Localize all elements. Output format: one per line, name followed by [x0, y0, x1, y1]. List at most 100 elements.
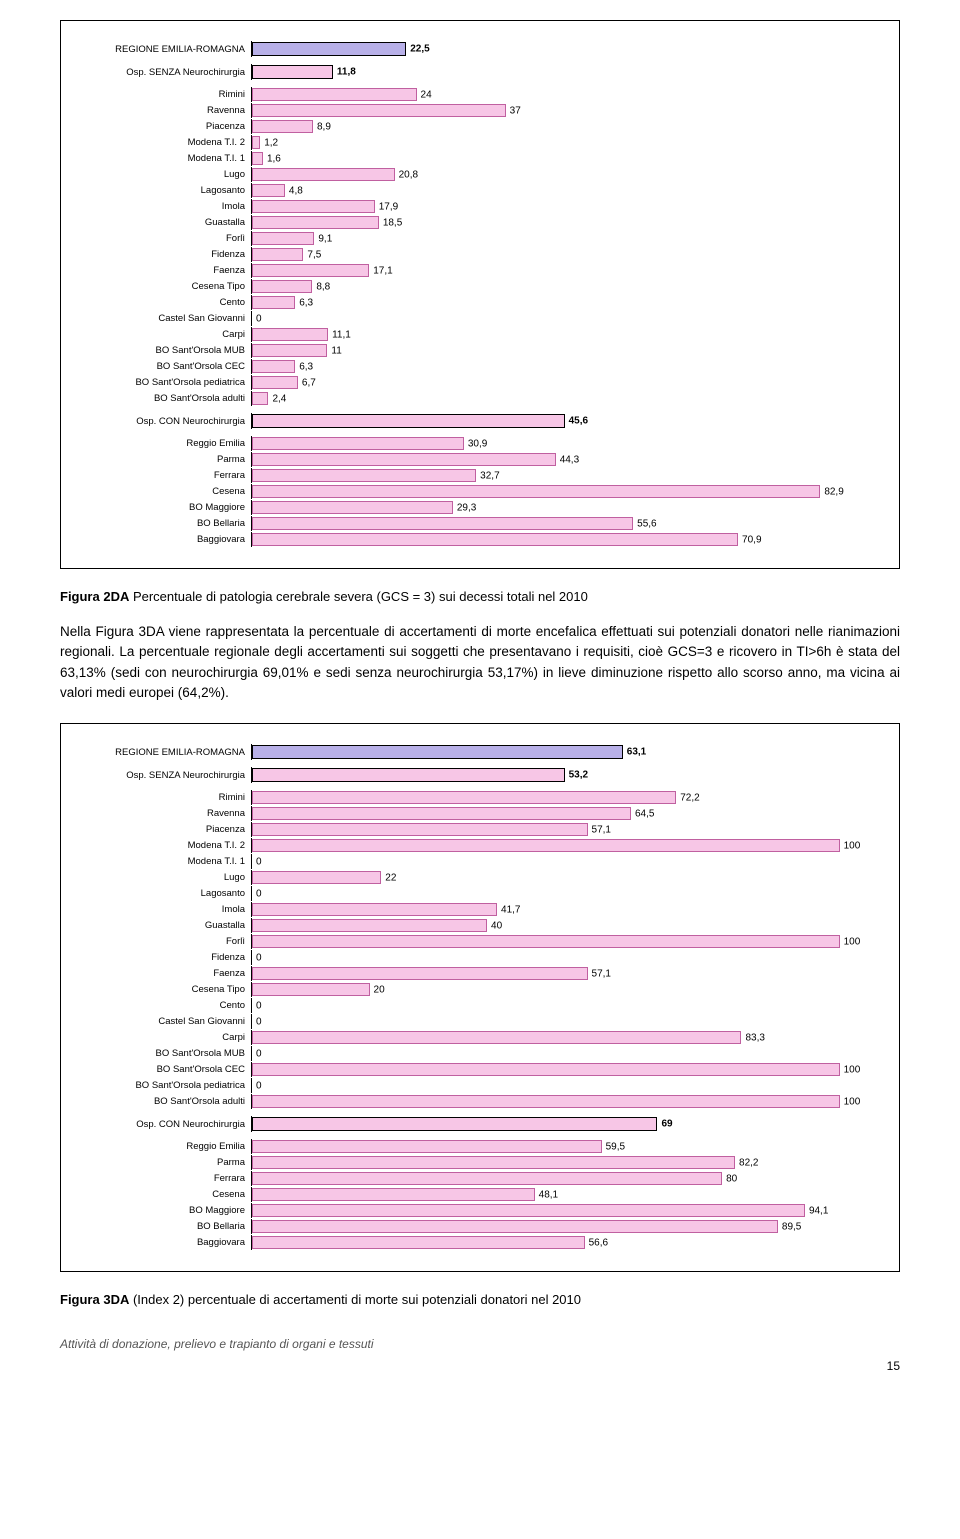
- chart-row: BO Sant'Orsola CEC6,3: [81, 359, 869, 374]
- chart-bar-track: 18,5: [251, 215, 869, 230]
- chart-row: Forlì9,1: [81, 231, 869, 246]
- chart-bar-track: 0: [251, 1046, 869, 1061]
- chart-bar-track: 72,2: [251, 790, 869, 805]
- chart-bar-track: 22: [251, 870, 869, 885]
- chart-row: Rimini72,2: [81, 790, 869, 805]
- chart-row-label: Parma: [81, 1157, 251, 1168]
- chart-row-label: Guastalla: [81, 217, 251, 228]
- chart-bar-track: 37: [251, 103, 869, 118]
- chart-row-label: Reggio Emilia: [81, 1141, 251, 1152]
- chart-value-label: 55,6: [633, 518, 656, 529]
- chart-value-label: 4,8: [285, 185, 303, 196]
- chart-row-label: Castel San Giovanni: [81, 1016, 251, 1027]
- chart-row-label: Lagosanto: [81, 185, 251, 196]
- chart-row-label: Lugo: [81, 872, 251, 883]
- chart-bar-track: 53,2: [251, 767, 869, 783]
- chart-bar: [252, 1117, 657, 1131]
- chart-row: Osp. CON Neurochirurgia69: [81, 1116, 869, 1132]
- chart-bar-track: 0: [251, 1014, 869, 1029]
- chart-bar-track: 83,3: [251, 1030, 869, 1045]
- chart-row-label: REGIONE EMILIA-ROMAGNA: [81, 44, 251, 55]
- chart-row-label: Carpi: [81, 1032, 251, 1043]
- chart-row-label: Cesena Tipo: [81, 984, 251, 995]
- chart-row: Castel San Giovanni0: [81, 311, 869, 326]
- chart-value-label: 1,6: [263, 153, 281, 164]
- chart-bar: [252, 1172, 722, 1185]
- chart-bar: [252, 1204, 805, 1217]
- chart-bar: [252, 248, 303, 261]
- chart-value-label: 0: [252, 1016, 262, 1027]
- chart-row-label: Lugo: [81, 169, 251, 180]
- chart-value-label: 83,3: [741, 1032, 764, 1043]
- chart-bar: [252, 65, 333, 79]
- chart-bar: [252, 839, 840, 852]
- chart-bar: [252, 453, 556, 466]
- chart-row: Parma44,3: [81, 452, 869, 467]
- chart-row: Rimini24: [81, 87, 869, 102]
- chart-row-label: Ferrara: [81, 1173, 251, 1184]
- chart-bar: [252, 1188, 535, 1201]
- chart-row: Modena T.I. 21,2: [81, 135, 869, 150]
- chart-value-label: 56,6: [585, 1237, 608, 1248]
- chart-bar: [252, 533, 738, 546]
- chart-row: Castel San Giovanni0: [81, 1014, 869, 1029]
- chart-value-label: 7,5: [303, 249, 321, 260]
- chart-bar-track: 0: [251, 1078, 869, 1093]
- chart-row: BO Maggiore29,3: [81, 500, 869, 515]
- chart-bar: [252, 983, 370, 996]
- chart-bar-track: 6,3: [251, 359, 869, 374]
- chart-row-label: Osp. CON Neurochirurgia: [81, 416, 251, 427]
- chart-row: Modena T.I. 10: [81, 854, 869, 869]
- chart-value-label: 0: [252, 313, 262, 324]
- chart-row-label: Ravenna: [81, 105, 251, 116]
- chart-row-label: Osp. CON Neurochirurgia: [81, 1119, 251, 1130]
- chart-value-label: 18,5: [379, 217, 402, 228]
- chart-bar-track: 1,2: [251, 135, 869, 150]
- chart-bar-track: 0: [251, 854, 869, 869]
- chart-row: BO Sant'Orsola pediatrica0: [81, 1078, 869, 1093]
- chart-bar-track: 17,9: [251, 199, 869, 214]
- chart-value-label: 0: [252, 952, 262, 963]
- chart-row-label: Osp. SENZA Neurochirurgia: [81, 770, 251, 781]
- chart-bar-track: 32,7: [251, 468, 869, 483]
- chart-row-label: Modena T.I. 1: [81, 153, 251, 164]
- chart-row: Imola41,7: [81, 902, 869, 917]
- chart-bar: [252, 469, 476, 482]
- chart-2-frame: REGIONE EMILIA-ROMAGNA63,1Osp. SENZA Neu…: [60, 723, 900, 1272]
- chart-value-label: 100: [840, 1064, 861, 1075]
- chart-row-label: Piacenza: [81, 824, 251, 835]
- chart-row: Piacenza57,1: [81, 822, 869, 837]
- chart-row-label: Modena T.I. 1: [81, 856, 251, 867]
- chart-row-label: BO Sant'Orsola pediatrica: [81, 377, 251, 388]
- chart-bar-track: 100: [251, 1062, 869, 1077]
- chart-row: Cesena Tipo8,8: [81, 279, 869, 294]
- chart-row: Ravenna37: [81, 103, 869, 118]
- chart-row: Fidenza7,5: [81, 247, 869, 262]
- chart-bar: [252, 216, 379, 229]
- body-paragraph: Nella Figura 3DA viene rappresentata la …: [60, 622, 900, 703]
- chart-row: BO Sant'Orsola CEC100: [81, 1062, 869, 1077]
- chart-bar-track: 59,5: [251, 1139, 869, 1154]
- chart-row: Cesena Tipo20: [81, 982, 869, 997]
- chart-bar-track: 29,3: [251, 500, 869, 515]
- chart-row: Fidenza0: [81, 950, 869, 965]
- chart-bar-track: 6,7: [251, 375, 869, 390]
- chart-value-label: 44,3: [556, 454, 579, 465]
- chart-row: Faenza 17,1: [81, 263, 869, 278]
- chart-row-label: BO Sant'Orsola CEC: [81, 361, 251, 372]
- chart-row: BO Sant'Orsola adulti2,4: [81, 391, 869, 406]
- chart-value-label: 17,1: [369, 265, 392, 276]
- chart-bar: [252, 280, 312, 293]
- chart-value-label: 8,9: [313, 121, 331, 132]
- chart-bar: [252, 42, 406, 56]
- chart-row-label: Faenza: [81, 265, 251, 276]
- chart-row: Ferrara80: [81, 1171, 869, 1186]
- chart-bar: [252, 823, 588, 836]
- chart-row-label: Cesena Tipo: [81, 281, 251, 292]
- page-number: 15: [60, 1359, 900, 1373]
- chart-row: REGIONE EMILIA-ROMAGNA22,5: [81, 41, 869, 57]
- chart-row: Lugo22: [81, 870, 869, 885]
- chart-value-label: 64,5: [631, 808, 654, 819]
- chart-row-label: Guastalla: [81, 920, 251, 931]
- chart-bar-track: 100: [251, 1094, 869, 1109]
